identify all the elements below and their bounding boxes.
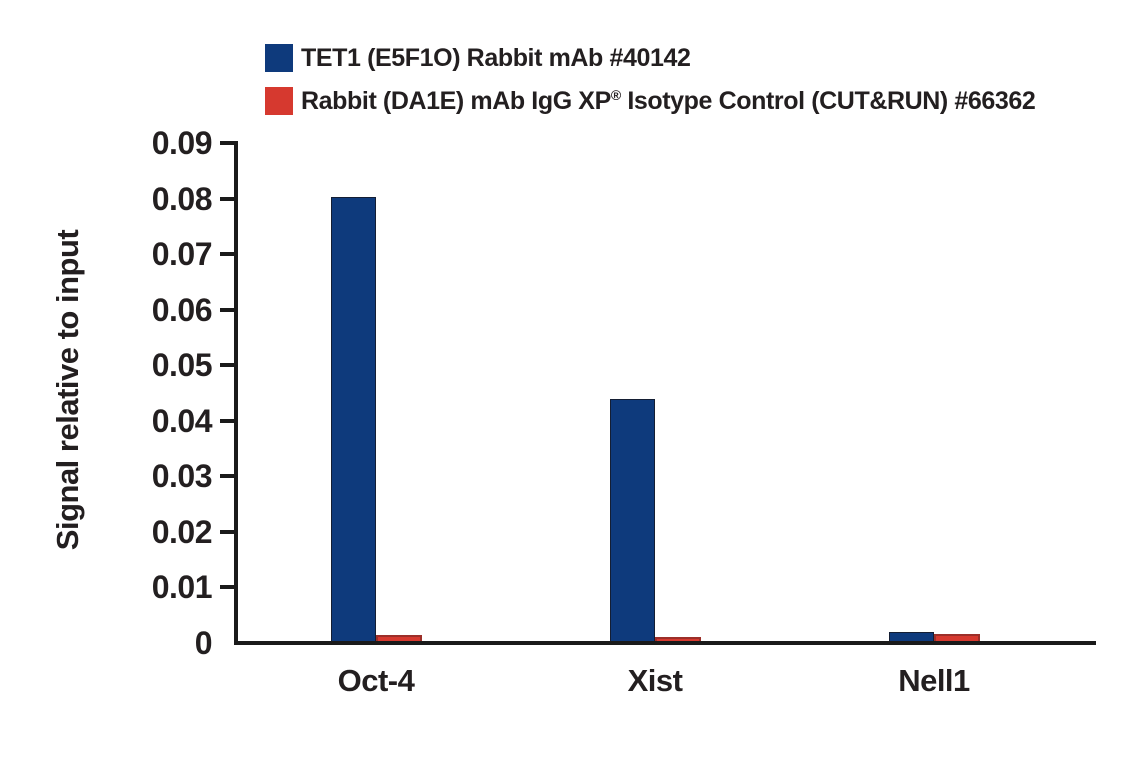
y-tick-label-0.07: 0.07 (151, 236, 213, 273)
y-tick-0.03 (220, 474, 234, 479)
y-tick-label-0.09: 0.09 (151, 125, 213, 161)
legend-label-post: Isotype Control (CUT&RUN) #66362 (620, 86, 1036, 115)
y-tick-label-0: 0 (194, 625, 213, 661)
x-axis-line (234, 641, 1096, 645)
registered-trademark-symbol: ® (610, 86, 621, 103)
x-category-label-nell1: Nell1 (898, 663, 970, 698)
y-tick-label-0.04: 0.04 (151, 402, 213, 439)
y-tick-0.06 (220, 307, 234, 312)
y-tick-label-0.05: 0.05 (151, 347, 213, 384)
y-tick-0.02 (220, 529, 234, 534)
y-tick-0.05 (220, 363, 234, 368)
y-tick-label-0.01: 0.01 (151, 569, 213, 606)
legend-label-tet1: TET1 (E5F1O) Rabbit mAb #40142 (301, 43, 691, 72)
y-tick-0.09 (220, 141, 234, 145)
y-tick-label-0.06: 0.06 (151, 291, 213, 328)
y-tick-label-0.02: 0.02 (151, 513, 213, 550)
y-tick-label-0.08: 0.08 (151, 180, 213, 217)
y-tick-0.07 (220, 252, 234, 257)
y-tick-label-0.03: 0.03 (151, 458, 213, 495)
x-category-label-xist: Xist (627, 663, 683, 698)
x-category-label-oct-4: Oct-4 (337, 663, 415, 698)
legend-swatch-blue (265, 44, 293, 72)
y-tick-0.04 (220, 418, 234, 423)
y-tick-0.01 (220, 585, 234, 590)
legend-swatch-red (265, 87, 293, 115)
legend: TET1 (E5F1O) Rabbit mAb #40142 Rabbit (D… (265, 44, 1036, 130)
y-axis-line (234, 141, 238, 645)
y-tick-0.08 (220, 196, 234, 201)
legend-item-isotype-control: Rabbit (DA1E) mAb IgG XP® Isotype Contro… (265, 86, 1036, 116)
bar-tet1-xist (609, 399, 655, 645)
legend-item-tet1: TET1 (E5F1O) Rabbit mAb #40142 (265, 44, 1035, 72)
bar-tet1-oct-4 (330, 196, 376, 645)
legend-label-pre: Rabbit (DA1E) mAb IgG XP (301, 86, 611, 115)
y-axis-title: Signal relative to input (50, 229, 85, 551)
legend-label-isotype-control: Rabbit (DA1E) mAb IgG XP® Isotype Contro… (301, 86, 1036, 116)
